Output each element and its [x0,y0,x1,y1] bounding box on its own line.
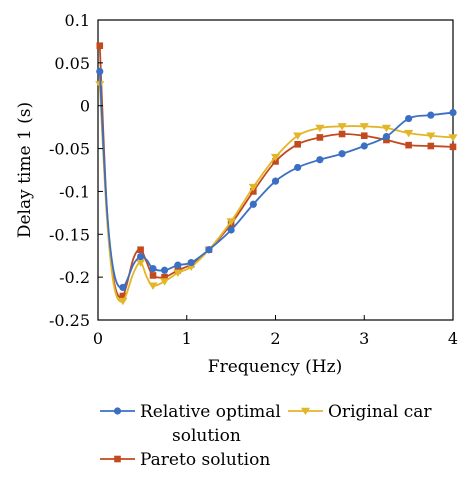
series-line [98,45,454,299]
data-point [173,269,183,277]
data-point [137,246,144,254]
data-point [427,142,435,150]
data-point [338,130,346,138]
data-point [449,108,457,117]
y-tick-label: -0.15 [49,225,90,244]
data-point [360,132,368,140]
legend-marker [300,407,311,416]
data-point [187,258,195,267]
data-point [161,273,168,281]
legend-entry: Pareto solution [100,450,270,470]
data-point [118,297,128,306]
x-axis-label: Frequency (Hz) [208,357,342,377]
data-point [250,188,257,195]
data-point [449,143,457,151]
data-point [149,264,157,273]
data-point [427,111,435,119]
data-point [293,132,303,140]
x-tick-label: 3 [359,329,369,348]
data-point [382,132,391,141]
series-square [96,42,457,300]
series-layer [95,42,458,306]
data-point [119,292,127,300]
data-point [315,124,325,133]
data-point [294,163,302,172]
y-tick-label: -0.25 [49,311,90,330]
data-point [316,134,324,141]
data-point [148,282,158,290]
data-point [448,134,458,142]
x-tick-label: 1 [182,329,192,348]
data-point [249,200,257,208]
data-point [359,123,369,131]
y-tick-label: 0 [80,97,90,116]
data-point [381,124,392,133]
data-point [160,266,169,274]
y-axis-label: Delay time 1 (s) [15,102,35,238]
data-point [426,132,436,140]
data-point [271,177,280,185]
data-point [119,283,127,292]
data-point [272,158,279,165]
data-point [360,142,368,150]
legend: Relative optimal solution Original car Pare… [100,402,432,470]
legend-marker [114,455,121,463]
data-point [294,140,301,148]
x-tick-label: 4 [448,329,458,348]
data-point [186,263,196,271]
data-point [96,42,104,50]
x-tick-label: 0 [93,329,103,348]
data-point [404,129,414,138]
data-point [174,261,182,269]
legend-label: Relative optimal [140,402,281,422]
legend-marker [113,407,122,415]
legend-entry: Original car [288,402,432,422]
legend-label: Original car [328,402,432,422]
series-circle [96,67,457,292]
data-point [405,114,413,123]
x-tick-label: 2 [270,329,280,348]
y-tick-label: -0.1 [59,182,90,201]
data-point [337,123,347,131]
legend-label: solution [172,426,241,446]
y-tick-label: 0.05 [54,54,90,73]
data-point [227,226,235,234]
ticks-layer: 0 1 2 3 4 0.1 0.05 0 -0.05 -0.1 -0.15 -0.2 -0.25 [49,11,458,348]
y-tick-label: 0.1 [65,11,90,30]
data-point [316,156,324,164]
data-point [226,218,236,226]
data-point [136,259,146,267]
data-point [159,278,170,286]
legend-label: Pareto solution [140,450,270,470]
data-point [205,246,213,254]
data-point [96,67,104,76]
data-point [137,252,145,261]
legend-entry: Relative optimal solution [100,402,281,446]
y-tick-label: -0.05 [49,140,90,159]
data-point [270,153,281,162]
data-point [405,141,412,149]
data-point [149,272,157,279]
data-point [248,183,258,192]
y-tick-label: -0.2 [59,268,90,287]
data-point [338,150,346,158]
